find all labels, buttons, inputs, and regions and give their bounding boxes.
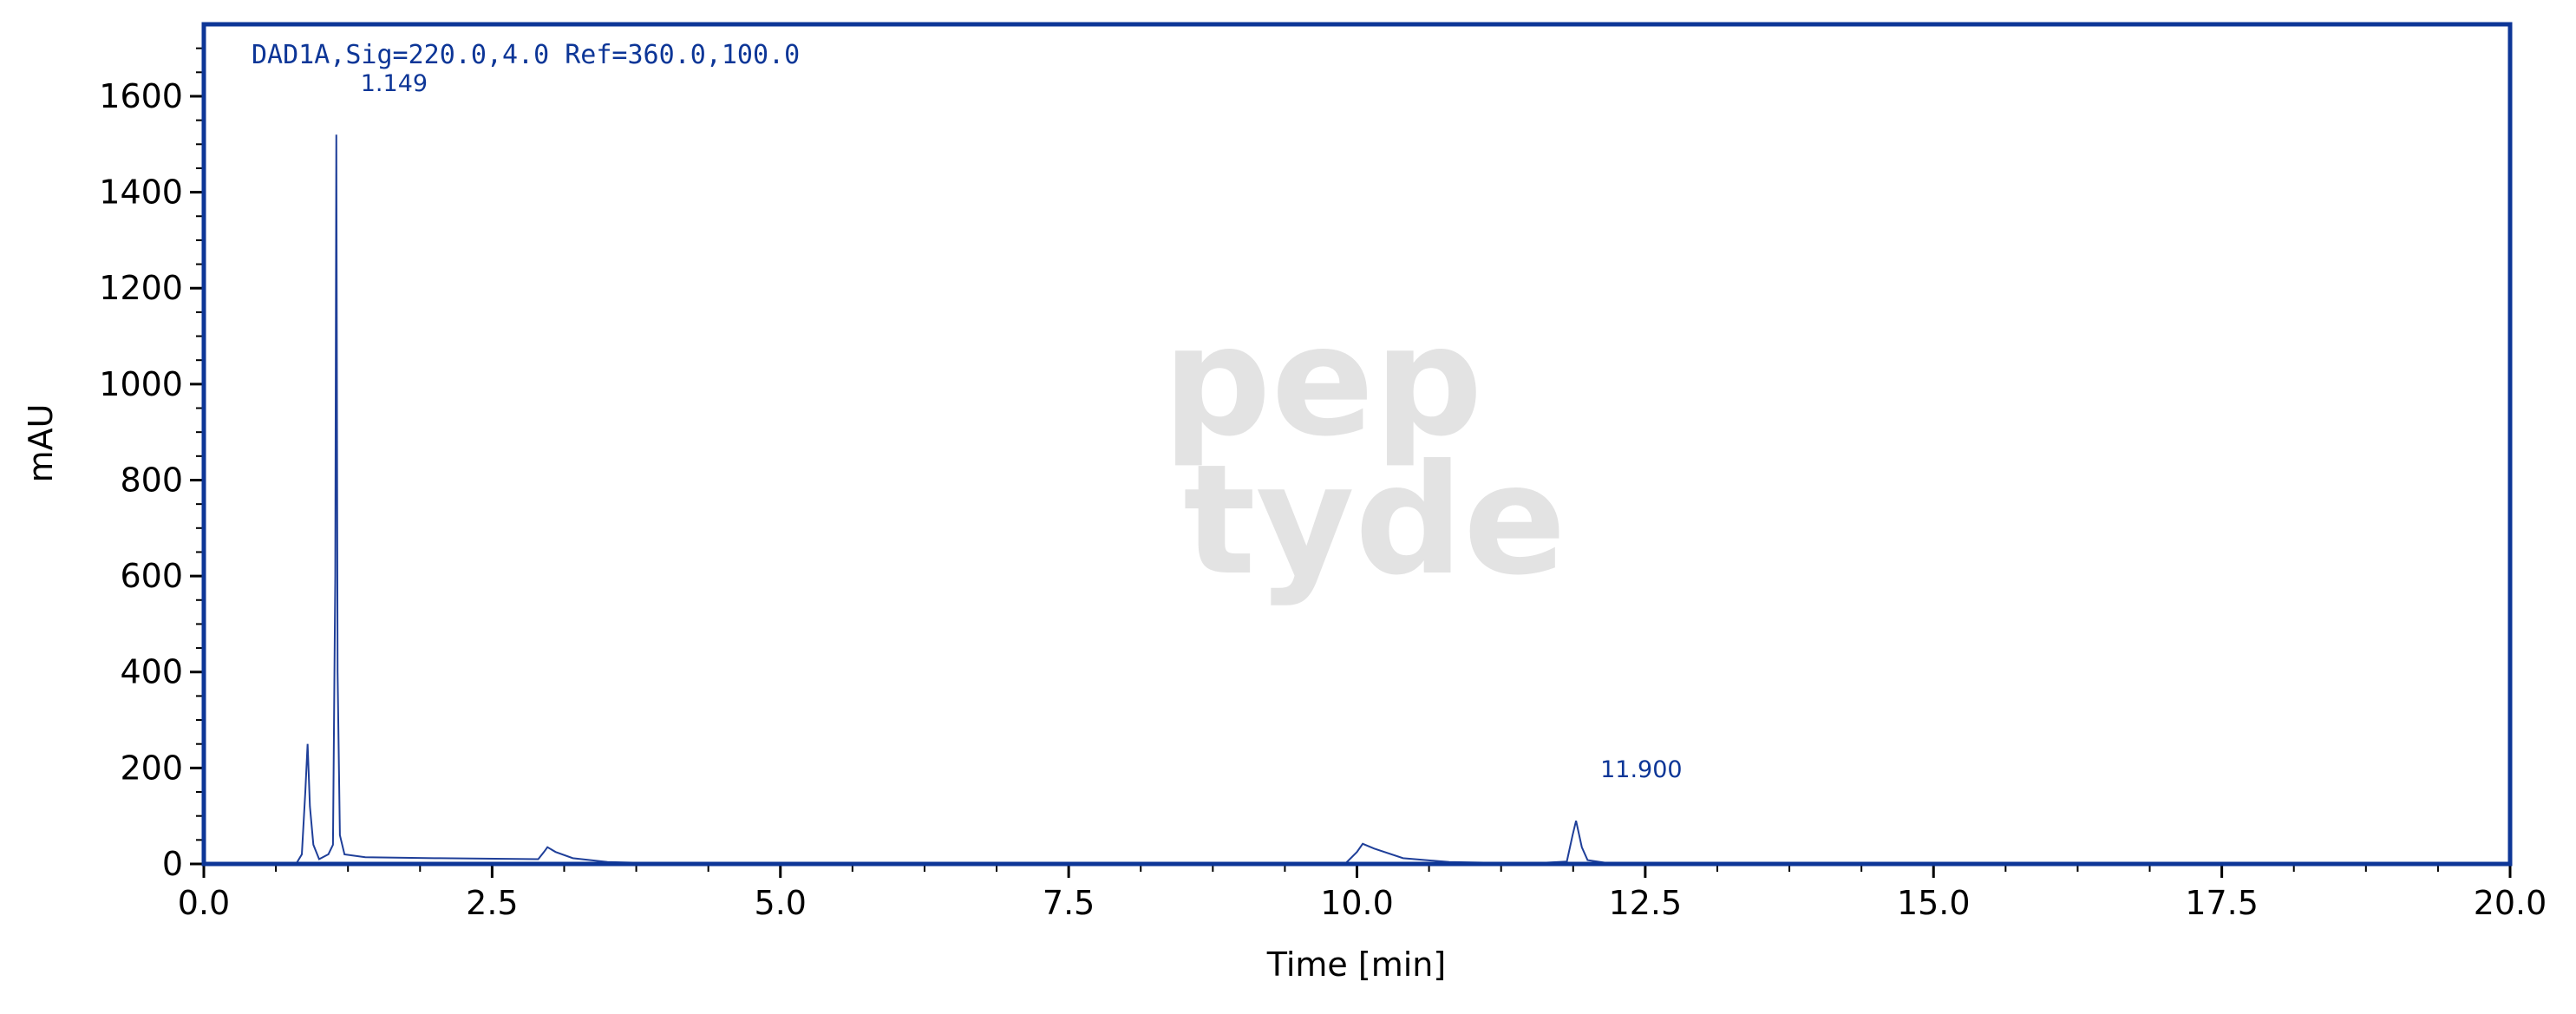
x-tick-label: 15.0 xyxy=(1897,884,1971,922)
x-tick-label: 2.5 xyxy=(466,884,518,922)
y-tick-label: 0 xyxy=(162,845,183,883)
y-axis-label: mAU xyxy=(22,404,60,483)
peak-annotation: 1.149 xyxy=(361,70,428,97)
x-tick-label: 10.0 xyxy=(1320,884,1394,922)
watermark-text: tyde xyxy=(1183,433,1566,609)
y-tick-label: 200 xyxy=(120,749,183,787)
y-tick-label: 1000 xyxy=(99,365,183,403)
y-tick-label: 1600 xyxy=(99,77,183,115)
x-tick-label: 7.5 xyxy=(1043,884,1095,922)
x-tick-label: 5.0 xyxy=(755,884,807,922)
x-tick-label: 12.5 xyxy=(1609,884,1683,922)
y-tick-label: 1200 xyxy=(99,269,183,307)
x-tick-label: 0.0 xyxy=(178,884,230,922)
y-tick-label: 1400 xyxy=(99,173,183,212)
y-tick-label: 800 xyxy=(120,461,183,499)
x-tick-label: 17.5 xyxy=(2185,884,2259,922)
y-tick-label: 400 xyxy=(120,653,183,691)
watermark: pep tyde xyxy=(1162,294,1566,609)
x-tick-label: 20.0 xyxy=(2474,884,2547,922)
peak-annotation: 11.900 xyxy=(1600,756,1682,783)
watermark-text: pep xyxy=(1162,294,1482,470)
plot-frame xyxy=(201,22,2513,867)
signal-label: DAD1A,Sig=220.0,4.0 Ref=360.0,100.0 xyxy=(252,40,800,70)
y-tick-label: 600 xyxy=(120,557,183,595)
x-axis-label: Time [min] xyxy=(1266,945,1446,984)
